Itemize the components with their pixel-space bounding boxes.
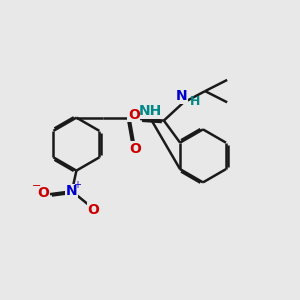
Text: H: H [190,95,200,108]
Text: O: O [128,108,140,122]
Text: O: O [88,203,99,217]
Text: −: − [32,181,42,191]
Text: NH: NH [138,104,162,118]
Text: O: O [38,186,49,200]
Text: O: O [129,142,141,156]
Text: +: + [73,180,81,190]
Text: N: N [176,89,187,103]
Text: N: N [66,184,78,198]
